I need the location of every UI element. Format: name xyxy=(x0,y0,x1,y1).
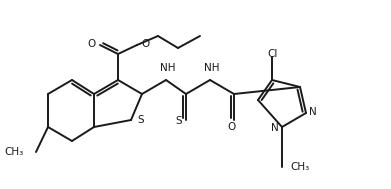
Text: N: N xyxy=(309,107,317,117)
Text: S: S xyxy=(137,115,143,125)
Text: CH₃: CH₃ xyxy=(5,147,24,157)
Text: N: N xyxy=(271,123,279,133)
Text: NH: NH xyxy=(204,63,220,73)
Text: NH: NH xyxy=(160,63,176,73)
Text: O: O xyxy=(228,122,236,132)
Text: O: O xyxy=(141,39,149,49)
Text: CH₃: CH₃ xyxy=(290,162,309,172)
Text: O: O xyxy=(88,39,96,49)
Text: S: S xyxy=(176,116,182,126)
Text: Cl: Cl xyxy=(268,49,278,59)
